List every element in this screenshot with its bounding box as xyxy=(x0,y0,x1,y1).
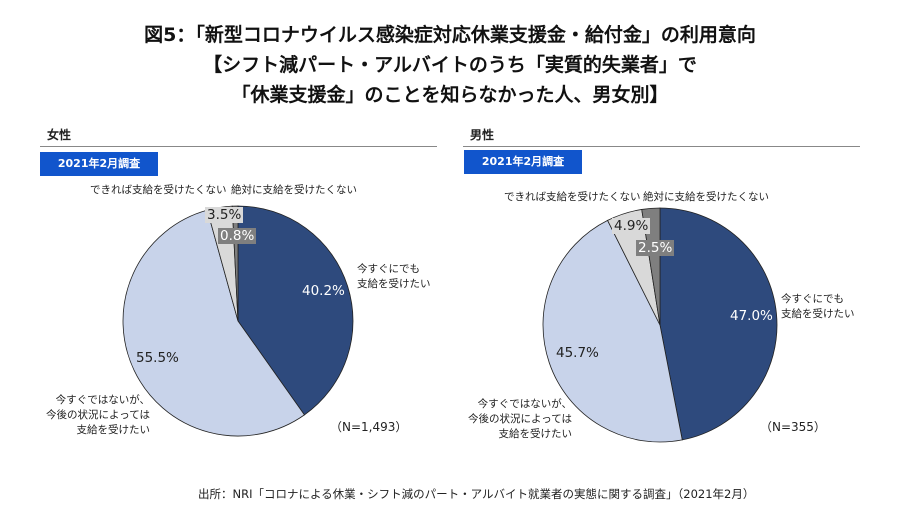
panel-title-female: 女性 xyxy=(47,128,72,142)
label-b: 今すぐではないが、今後の状況によっては支給を受けたい xyxy=(467,397,572,442)
divider xyxy=(40,146,437,147)
label-line: 今すぐではないが、 xyxy=(55,394,150,406)
slice-maybe-later xyxy=(122,209,305,437)
label-line: 支給を受けたい xyxy=(498,428,573,440)
label-b: 今すぐではないが、今後の状況によっては支給を受けたい xyxy=(45,393,150,438)
title-line-1: 図5：「新型コロナウイルス感染症対応休業支援金・給付金」の利用意向 xyxy=(144,24,756,46)
label-line: 支給を受けたい xyxy=(781,308,855,320)
slice-want-now xyxy=(237,205,354,416)
panel-title-male: 男性 xyxy=(470,128,495,142)
divider xyxy=(463,146,860,147)
label-c: できれば支給を受けたくない xyxy=(504,191,641,203)
label-a: 今すぐにでも 支給を受けたい xyxy=(357,262,431,292)
label-line: 支給を受けたい xyxy=(357,278,431,290)
survey-badge: 2021年2月調査 xyxy=(40,152,158,176)
value-label: 2.5% xyxy=(636,240,675,256)
source-note: 出所：NRI「コロナによる休業・シフト減のパート・アルバイト就業者の実態に関する… xyxy=(198,487,755,501)
value-label: 45.7% xyxy=(556,345,599,361)
label-d: 絶対に支給を受けたくない xyxy=(231,184,357,196)
label-line: 今後の状況によっては xyxy=(46,409,150,421)
label-c: できれば支給を受けたくない xyxy=(90,184,227,196)
value-label: 4.9% xyxy=(612,218,651,234)
n-label: （N=1,493） xyxy=(330,420,408,434)
label-line: 今後の状況によっては xyxy=(468,413,572,425)
value-label: 47.0% xyxy=(730,308,773,324)
slice-never xyxy=(641,207,661,326)
label-line: 今すぐではないが、 xyxy=(477,398,572,410)
slice-want-now xyxy=(659,207,778,441)
value-label: 0.8% xyxy=(218,228,257,244)
value-label: 40.2% xyxy=(302,283,345,299)
survey-badge: 2021年2月調査 xyxy=(464,150,582,174)
label-line: 今すぐにでも xyxy=(781,293,844,305)
label-line: 今すぐにでも xyxy=(357,263,420,275)
title-line-2: 【シフト減パート・アルバイトのうち「実質的失業者」で xyxy=(203,54,697,76)
value-label: 3.5% xyxy=(205,207,244,223)
slice-maybe-later xyxy=(542,219,683,443)
value-label: 55.5% xyxy=(136,350,179,366)
label-a: 今すぐにでも 支給を受けたい xyxy=(781,292,855,322)
label-d: 絶対に支給を受けたくない xyxy=(643,191,769,203)
label-line: 支給を受けたい xyxy=(76,424,151,436)
n-label: （N=355） xyxy=(760,420,826,434)
title-line-3: 「休業支援金」のことを知らなかった人、男女別】 xyxy=(231,84,669,106)
